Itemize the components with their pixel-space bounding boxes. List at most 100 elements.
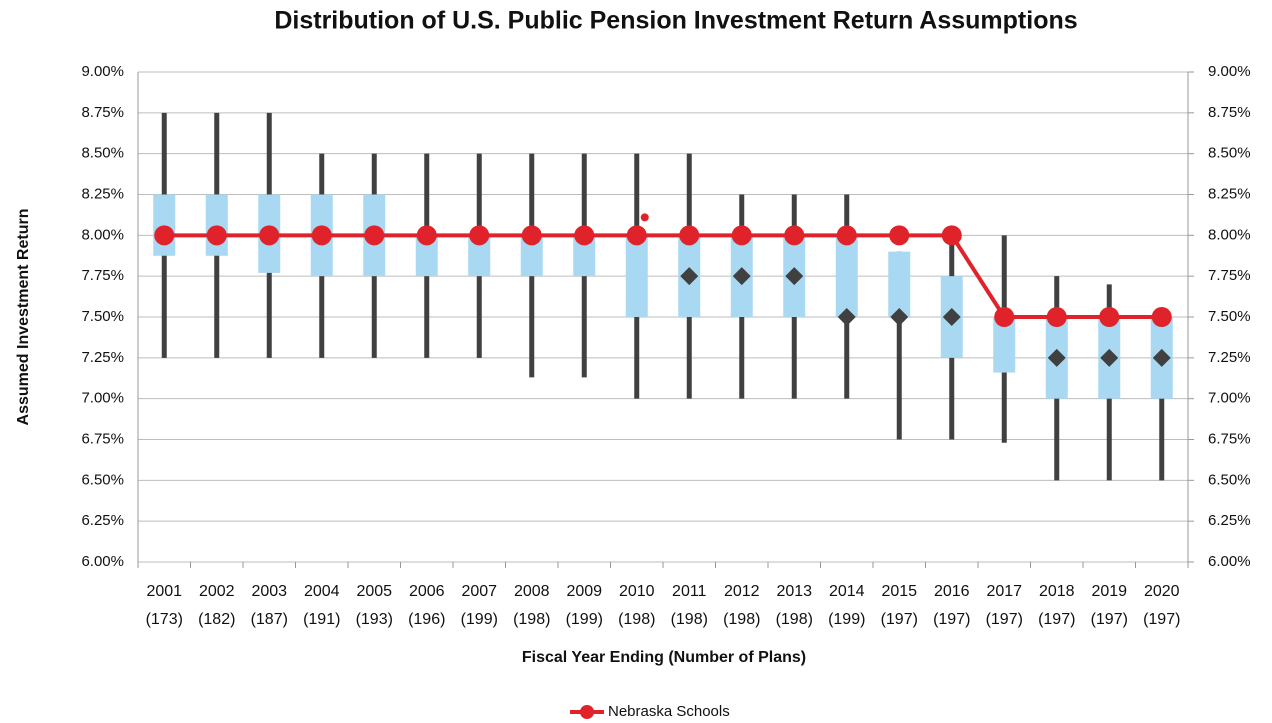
- y2-tick-label: 6.25%: [1208, 512, 1251, 529]
- series-point: [574, 225, 595, 246]
- box: [625, 235, 648, 317]
- x-tick-sublabel: (197): [881, 611, 918, 628]
- median-marker: [785, 267, 804, 286]
- y2-tick-label: 7.00%: [1208, 390, 1251, 407]
- median-marker: [1152, 348, 1171, 367]
- x-tick-sublabel: (199): [566, 611, 603, 628]
- x-tick-sublabel: (173): [146, 611, 183, 628]
- x-tick-label: 2013: [776, 583, 812, 600]
- series-point: [1151, 307, 1172, 327]
- y2-tick-label: 7.25%: [1208, 349, 1251, 366]
- median-marker: [890, 308, 909, 326]
- y-tick-label: 7.75%: [81, 267, 124, 284]
- x-tick-sublabel: (198): [513, 611, 550, 628]
- x-tick-sublabel: (197): [1091, 611, 1128, 628]
- series-point: [311, 225, 332, 246]
- y2-tick-label: 6.50%: [1208, 471, 1251, 488]
- x-tick-sublabel: (198): [618, 611, 655, 628]
- x-tick-sublabel: (199): [828, 611, 865, 628]
- x-tick-sublabel: (196): [408, 611, 445, 628]
- box: [153, 194, 176, 256]
- x-tick-label: 2020: [1144, 583, 1180, 600]
- box: [993, 317, 1016, 373]
- x-tick-label: 2011: [672, 583, 707, 600]
- median-marker: [732, 267, 751, 286]
- y-tick-label: 8.75%: [81, 104, 124, 121]
- x-tick-label: 2019: [1091, 583, 1127, 600]
- y-tick-label: 8.50%: [81, 145, 124, 162]
- x-tick-label: 2016: [934, 583, 970, 600]
- y-tick-label: 7.25%: [81, 349, 124, 366]
- median-marker: [1100, 348, 1119, 367]
- legend-marker: [580, 705, 594, 719]
- box: [520, 235, 543, 277]
- series-point: [1046, 307, 1067, 327]
- x-tick-sublabel: (191): [303, 611, 340, 628]
- x-tick-sublabel: (198): [723, 611, 760, 628]
- box: [415, 235, 438, 277]
- y-tick-label: 7.00%: [81, 390, 124, 407]
- x-tick-label: 2012: [724, 583, 760, 600]
- y2-tick-label: 8.00%: [1208, 226, 1251, 243]
- y2-tick-label: 8.25%: [1208, 185, 1251, 202]
- y-tick-label: 8.00%: [81, 226, 124, 243]
- box: [888, 251, 911, 317]
- x-tick-label: 2006: [409, 583, 445, 600]
- x-tick-label: 2002: [199, 583, 235, 600]
- x-tick-label: 2007: [461, 583, 497, 600]
- x-axis-title: Fiscal Year Ending (Number of Plans): [522, 649, 806, 666]
- x-tick-sublabel: (182): [198, 611, 235, 628]
- x-tick-label: 2008: [514, 583, 550, 600]
- x-tick-sublabel: (187): [251, 611, 288, 628]
- series-point: [521, 225, 542, 246]
- series-point: [784, 225, 805, 246]
- x-tick-sublabel: (193): [356, 611, 393, 628]
- series-point: [679, 225, 700, 246]
- series-point: [1099, 307, 1120, 327]
- x-tick-label: 2003: [251, 583, 287, 600]
- y-tick-label: 6.00%: [81, 553, 124, 570]
- series-point: [206, 225, 227, 246]
- x-tick-sublabel: (199): [461, 611, 498, 628]
- series-point: [731, 225, 752, 246]
- chart-title: Distribution of U.S. Public Pension Inve…: [274, 7, 1077, 35]
- x-tick-label: 2017: [986, 583, 1022, 600]
- x-tick-label: 2009: [566, 583, 602, 600]
- y-tick-label: 8.25%: [81, 185, 124, 202]
- median-marker: [1047, 348, 1066, 367]
- y-axis-title: Assumed Investment Return: [15, 209, 32, 426]
- median-marker: [837, 308, 856, 326]
- x-tick-label: 2001: [146, 583, 182, 600]
- series-point: [836, 225, 857, 246]
- median-marker: [680, 267, 699, 286]
- x-tick-sublabel: (197): [986, 611, 1023, 628]
- y2-tick-label: 8.50%: [1208, 145, 1251, 162]
- y2-tick-label: 8.75%: [1208, 104, 1251, 121]
- x-tick-sublabel: (197): [1143, 611, 1180, 628]
- x-tick-sublabel: (197): [1038, 611, 1075, 628]
- y-tick-label: 6.75%: [81, 430, 124, 447]
- y2-tick-label: 6.75%: [1208, 430, 1251, 447]
- y2-tick-label: 7.75%: [1208, 267, 1251, 284]
- x-tick-label: 2018: [1039, 583, 1075, 600]
- series-point: [994, 307, 1015, 327]
- series-point: [416, 225, 437, 246]
- series-point: [364, 225, 385, 246]
- series-point: [154, 225, 175, 246]
- x-tick-label: 2005: [356, 583, 392, 600]
- y-tick-label: 6.25%: [81, 512, 124, 529]
- x-tick-label: 2014: [829, 583, 865, 600]
- outlier-point: [640, 213, 649, 222]
- box: [468, 235, 491, 277]
- x-tick-label: 2004: [304, 583, 340, 600]
- y2-tick-label: 7.50%: [1208, 308, 1251, 325]
- y2-tick-label: 9.00%: [1208, 63, 1251, 80]
- x-tick-sublabel: (197): [933, 611, 970, 628]
- series-point: [626, 225, 647, 246]
- series-point: [259, 225, 280, 246]
- x-tick-sublabel: (198): [671, 611, 708, 628]
- box: [205, 194, 228, 256]
- legend-label: Nebraska Schools: [608, 703, 730, 720]
- box: [835, 235, 858, 317]
